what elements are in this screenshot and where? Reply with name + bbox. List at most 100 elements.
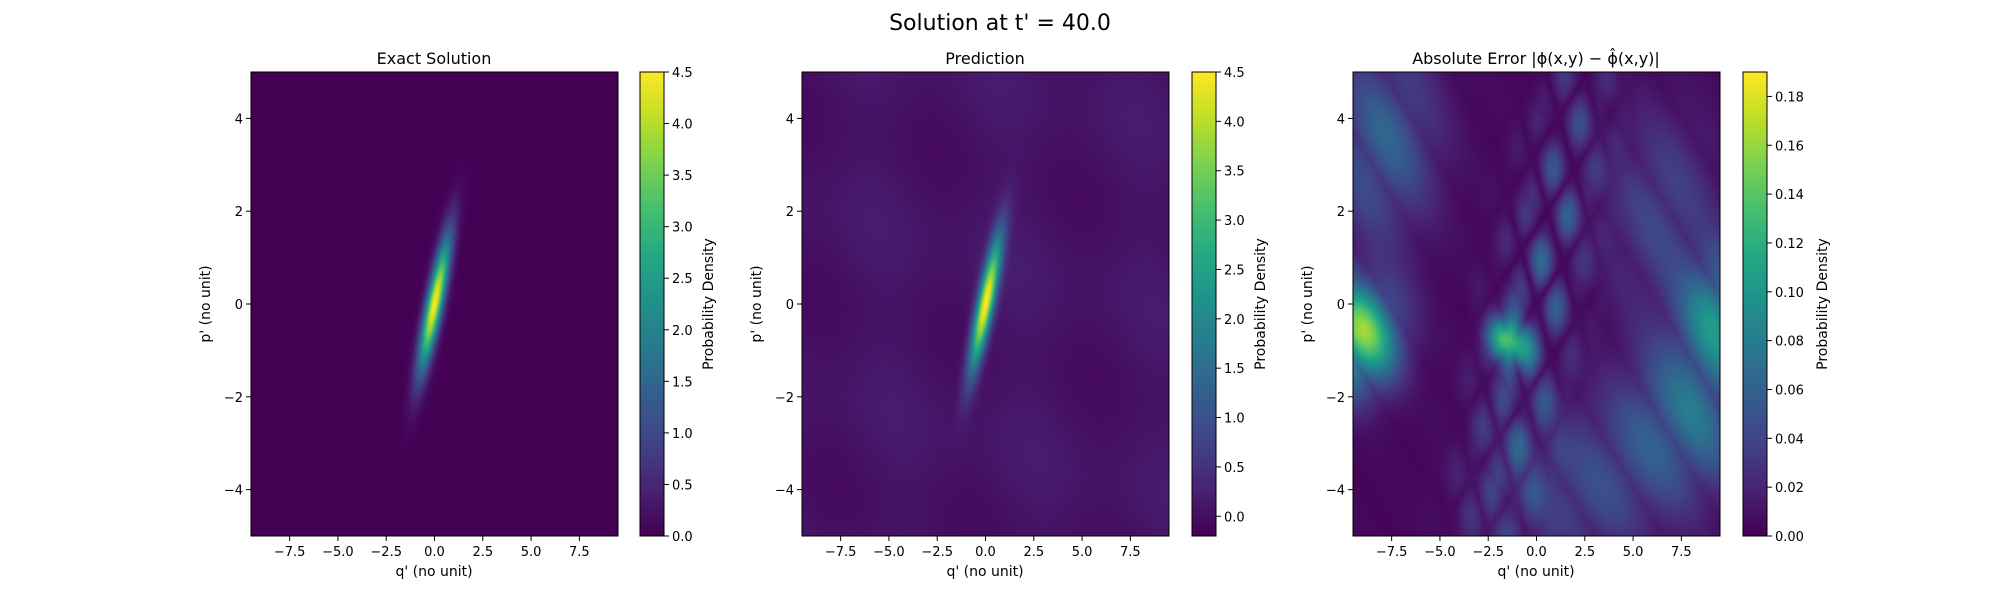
tick-label: 2.5	[1224, 263, 1245, 278]
x-axis-label: q' (no unit)	[946, 564, 1023, 580]
heatmap-image	[1353, 72, 1720, 536]
tick-label: 0	[235, 298, 243, 313]
colorbar-frame	[1742, 71, 1768, 537]
tick-label: 2	[235, 205, 243, 220]
tick-label: 4	[235, 112, 243, 127]
tick-label: −5.0	[322, 545, 354, 560]
x-ticks: −7.5 −5.0 −2.5 0.0 2.5 5.0 7.5	[274, 536, 590, 560]
colorbar-frame	[1191, 71, 1217, 537]
tick-label: 4	[1337, 112, 1345, 127]
panel-title: Exact Solution	[377, 49, 492, 68]
tick-label: 0.0	[975, 545, 996, 560]
tick-label: −7.5	[825, 545, 857, 560]
colorbar-image	[1192, 72, 1216, 536]
tick-label: 2.0	[1224, 313, 1245, 328]
tick-label: −2	[775, 391, 794, 406]
tick-label: −2	[224, 391, 243, 406]
panel-prediction: Prediction −7.5 −5.0 −2.5 0.0 2.5 5.0 7.5 −4 −2…	[749, 49, 1269, 580]
colorbar-label: Probability Density	[1815, 238, 1831, 370]
tick-label: −7.5	[274, 545, 306, 560]
tick-label: 0.00	[1775, 530, 1804, 545]
tick-label: 2	[786, 205, 794, 220]
colorbar-label: Probability Density	[701, 238, 717, 370]
tick-label: −5.0	[873, 545, 905, 560]
tick-label: 0	[1337, 298, 1345, 313]
heatmap-image	[802, 72, 1169, 536]
tick-label: 2.0	[672, 324, 693, 339]
tick-label: 7.5	[569, 545, 590, 560]
panel-title: Prediction	[945, 49, 1024, 68]
tick-label: 0.08	[1775, 335, 1804, 350]
y-ticks: −4 −2 0 2 4	[1326, 112, 1353, 499]
tick-label: 0.16	[1775, 139, 1804, 154]
tick-label: −2.5	[921, 545, 953, 560]
tick-label: 3.5	[672, 169, 693, 184]
tick-label: 0.10	[1775, 286, 1804, 301]
tick-label: 5.0	[521, 545, 542, 560]
tick-label: 2.5	[1574, 545, 1595, 560]
tick-label: 2.5	[472, 545, 493, 560]
heatmap-image	[251, 72, 618, 536]
tick-label: 4.0	[1224, 115, 1245, 130]
tick-label: 1.0	[1224, 412, 1245, 427]
tick-label: 0.02	[1775, 481, 1804, 496]
tick-label: 2.5	[672, 272, 693, 287]
y-ticks: −4 −2 0 2 4	[224, 112, 251, 499]
tick-label: −2.5	[1472, 545, 1504, 560]
tick-label: 4	[786, 112, 794, 127]
tick-label: 3.0	[1224, 214, 1245, 229]
colorbar-image	[640, 72, 664, 536]
tick-label: 3.5	[1224, 165, 1245, 180]
tick-label: 0.0	[1224, 510, 1245, 525]
tick-label: 7.5	[1671, 545, 1692, 560]
colorbar-label: Probability Density	[1253, 238, 1269, 370]
tick-label: 0.04	[1775, 432, 1804, 447]
tick-label: 1.5	[1224, 362, 1245, 377]
tick-label: −2.5	[370, 545, 402, 560]
colorbar-ticks: 0.0 0.5 1.0 1.5 2.0 2.5 3.0 3.5 4.0 4.5	[1216, 66, 1245, 525]
y-ticks: −4 −2 0 2 4	[775, 112, 802, 499]
tick-label: 1.0	[672, 427, 693, 442]
tick-label: 0.12	[1775, 237, 1804, 252]
tick-label: 0.0	[1526, 545, 1547, 560]
x-ticks: −7.5 −5.0 −2.5 0.0 2.5 5.0 7.5	[1376, 536, 1692, 560]
colorbar-frame	[639, 71, 665, 537]
colorbar-ticks: 0.00 0.02 0.04 0.06 0.08 0.10 0.12 0.14 0.16 0.18	[1767, 90, 1804, 545]
tick-label: 4.5	[672, 66, 693, 81]
tick-label: 0.5	[672, 478, 693, 493]
tick-label: −4	[775, 484, 794, 499]
x-ticks: −7.5 −5.0 −2.5 0.0 2.5 5.0 7.5	[825, 536, 1141, 560]
tick-label: 0.14	[1775, 188, 1804, 203]
colorbar-image	[1743, 72, 1767, 536]
y-axis-label: p' (no unit)	[749, 265, 765, 342]
tick-label: −4	[1326, 484, 1345, 499]
tick-label: 5.0	[1623, 545, 1644, 560]
tick-label: 0	[786, 298, 794, 313]
figure-suptitle: Solution at t' = 40.0	[889, 11, 1111, 36]
tick-label: −7.5	[1376, 545, 1408, 560]
colorbar-ticks: 0.0 0.5 1.0 1.5 2.0 2.5 3.0 3.5 4.0 4.5	[664, 66, 693, 545]
tick-label: 3.0	[672, 221, 693, 236]
tick-label: 0.0	[424, 545, 445, 560]
tick-label: 7.5	[1120, 545, 1141, 560]
tick-label: −4	[224, 484, 243, 499]
tick-label: 2	[1337, 205, 1345, 220]
tick-label: 4.5	[1224, 66, 1245, 81]
x-axis-label: q' (no unit)	[395, 564, 472, 580]
panel-absolute-error: Absolute Error |ϕ(x,y) − ϕ̂(x,y)| −7.5 −5…	[1300, 48, 1831, 580]
tick-label: 5.0	[1072, 545, 1093, 560]
tick-label: 0.18	[1775, 90, 1804, 105]
tick-label: 0.06	[1775, 383, 1804, 398]
tick-label: 2.5	[1023, 545, 1044, 560]
panel-exact: Exact Solution −7.5 −5.0 −2.5 0.0 2.5 5.0 7.5 …	[198, 49, 717, 580]
y-axis-label: p' (no unit)	[198, 265, 214, 342]
tick-label: 0.5	[1224, 461, 1245, 476]
x-axis-label: q' (no unit)	[1497, 564, 1574, 580]
tick-label: 1.5	[672, 375, 693, 390]
panel-title: Absolute Error |ϕ(x,y) − ϕ̂(x,y)|	[1412, 48, 1660, 68]
tick-label: −2	[1326, 391, 1345, 406]
y-axis-label: p' (no unit)	[1300, 265, 1316, 342]
tick-label: 4.0	[672, 118, 693, 133]
tick-label: 0.0	[672, 530, 693, 545]
